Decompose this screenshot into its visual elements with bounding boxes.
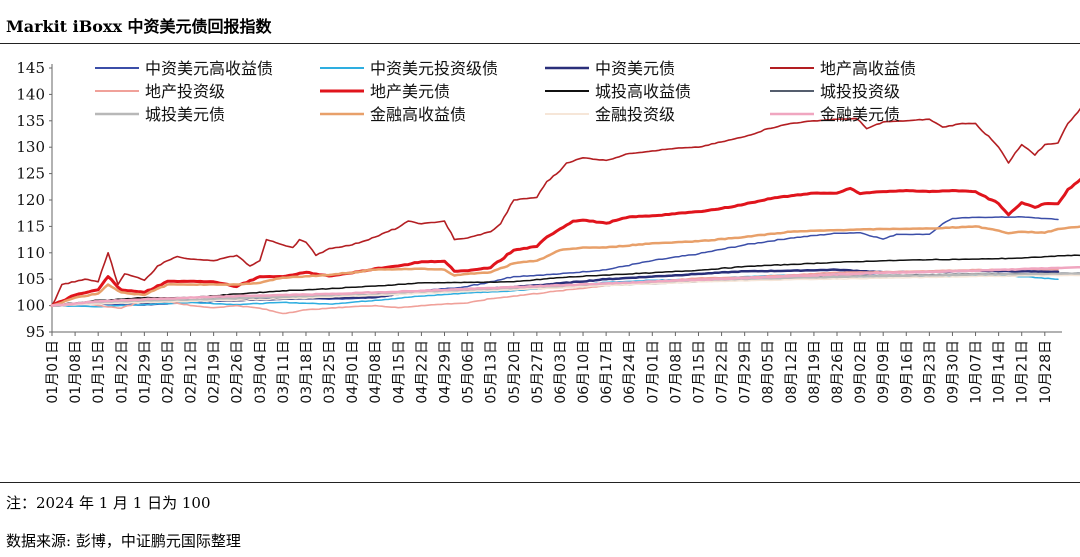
x-tick-label: 08月05日 xyxy=(761,340,777,404)
legend-item: 中资美元高收益债 xyxy=(95,59,273,78)
legend-label: 中资美元高收益债 xyxy=(145,59,273,78)
x-tick-label: 06月24日 xyxy=(622,340,638,404)
y-tick-label: 125 xyxy=(16,165,45,183)
y-tick-label: 105 xyxy=(16,270,45,288)
series-line xyxy=(51,274,1080,307)
x-tick-label: 05月20日 xyxy=(507,340,523,404)
line-chart: 95 100 105 110 115 120 125 130 135 140 145 01月01日 01… xyxy=(16,59,1080,404)
series-line xyxy=(50,177,1080,308)
legend-item: 地产投资级 xyxy=(95,82,225,101)
x-tick-label: 02月19日 xyxy=(207,340,223,404)
x-tick-label: 02月12日 xyxy=(184,340,200,404)
legend-item: 中资美元债 xyxy=(545,59,675,78)
legend-label: 中资美元投资级债 xyxy=(370,59,498,78)
x-tick-label: 06月17日 xyxy=(599,340,615,404)
x-tick-label: 06月10日 xyxy=(576,340,592,404)
legend-item: 地产美元债 xyxy=(320,82,450,101)
x-tick-label: 04月08日 xyxy=(368,340,384,404)
chart-title: Markit iBoxx 中资美元债回报指数 xyxy=(6,17,272,36)
series-line xyxy=(51,254,1080,307)
x-tick-label: 08月26日 xyxy=(830,340,846,404)
y-tick-label: 130 xyxy=(16,138,45,156)
x-tick-label: 10月07日 xyxy=(969,340,985,404)
legend-item: 城投美元债 xyxy=(95,105,225,124)
legend-item: 城投高收益债 xyxy=(545,82,691,101)
x-tick-label: 10月28日 xyxy=(1038,340,1054,404)
legend-label: 地产美元债 xyxy=(370,82,450,101)
x-tick-label: 04月15日 xyxy=(391,340,407,404)
x-tick-label: 05月06日 xyxy=(461,340,477,404)
x-tick-label: 03月04日 xyxy=(253,340,269,404)
legend-item: 地产高收益债 xyxy=(770,59,916,78)
x-tick-label: 07月01日 xyxy=(645,340,661,404)
y-tick-label: 115 xyxy=(16,217,45,235)
legend-label: 金融投资级 xyxy=(595,105,675,124)
legend-label: 地产投资级 xyxy=(145,82,225,101)
title-rule xyxy=(0,43,1080,44)
x-tick-label: 09月02日 xyxy=(853,340,869,404)
x-tick-label: 01月08日 xyxy=(68,340,84,404)
x-tick-label: 08月12日 xyxy=(784,340,800,404)
legend-item: 中资美元投资级债 xyxy=(320,59,498,78)
legend-item: 金融高收益债 xyxy=(320,105,466,124)
y-tick-label: 110 xyxy=(16,244,45,262)
x-tick-label: 08月19日 xyxy=(807,340,823,404)
legend-item: 城投投资级 xyxy=(770,82,900,101)
x-tick-label: 04月01日 xyxy=(345,340,361,404)
x-tick-label: 06月03日 xyxy=(553,340,569,404)
series-line xyxy=(50,265,1080,307)
x-tick-label: 02月05日 xyxy=(160,340,176,404)
x-tick-label: 10月14日 xyxy=(992,340,1008,404)
legend-item: 金融投资级 xyxy=(545,105,675,124)
y-tick-label: 120 xyxy=(16,191,45,209)
chart-axes: 95 100 105 110 115 120 125 130 135 140 145 01月01日 01… xyxy=(16,59,1062,404)
legend-label: 地产高收益债 xyxy=(820,59,916,78)
x-tick-label: 01月22日 xyxy=(114,340,130,404)
x-tick-label: 07月22日 xyxy=(715,340,731,404)
x-tick-label: 04月22日 xyxy=(414,340,430,404)
legend-label: 城投美元债 xyxy=(145,105,225,124)
legend-label: 城投高收益债 xyxy=(595,82,691,101)
x-tick-label: 02月26日 xyxy=(230,340,246,404)
x-tick-label: 04月29日 xyxy=(438,340,454,404)
x-tick-label: 01月01日 xyxy=(45,340,61,404)
y-tick-label: 100 xyxy=(16,297,45,315)
x-tick-label: 09月16日 xyxy=(899,340,915,404)
x-tick-label: 01月29日 xyxy=(137,340,153,404)
x-tick-label: 05月13日 xyxy=(484,340,500,404)
chart-series xyxy=(50,107,1080,315)
footer-rule xyxy=(0,482,1080,483)
series-line xyxy=(50,225,1080,307)
x-tick-label: 01月15日 xyxy=(91,340,107,404)
x-tick-label: 03月25日 xyxy=(322,340,338,404)
chart-source: 数据来源: 彭博，中证鹏元国际整理 xyxy=(6,532,241,550)
legend-label: 中资美元债 xyxy=(595,59,675,78)
legend-label: 金融高收益债 xyxy=(370,105,466,124)
x-tick-label: 05月27日 xyxy=(530,340,546,404)
legend-label: 金融美元债 xyxy=(820,105,900,124)
x-tick-label: 07月08日 xyxy=(668,340,684,404)
x-tick-label: 09月09日 xyxy=(876,340,892,404)
chart-note: 注：2024 年 1 月 1 日为 100 xyxy=(6,494,211,512)
x-tick-label: 10月21日 xyxy=(1015,340,1031,404)
x-tick-label: 07月15日 xyxy=(691,340,707,404)
y-tick-label: 140 xyxy=(16,85,45,103)
x-tick-label: 03月18日 xyxy=(299,340,315,404)
y-tick-label: 145 xyxy=(16,59,45,77)
y-tick-label: 95 xyxy=(26,323,45,341)
x-tick-label: 09月23日 xyxy=(922,340,938,404)
series-line xyxy=(51,107,1080,307)
x-tick-label: 09月30日 xyxy=(945,340,961,404)
legend-item: 金融美元债 xyxy=(770,105,900,124)
x-tick-label: 03月11日 xyxy=(276,340,292,404)
y-tick-label: 135 xyxy=(16,112,45,130)
legend-label: 城投投资级 xyxy=(820,82,900,101)
x-tick-label: 07月29日 xyxy=(738,340,754,404)
